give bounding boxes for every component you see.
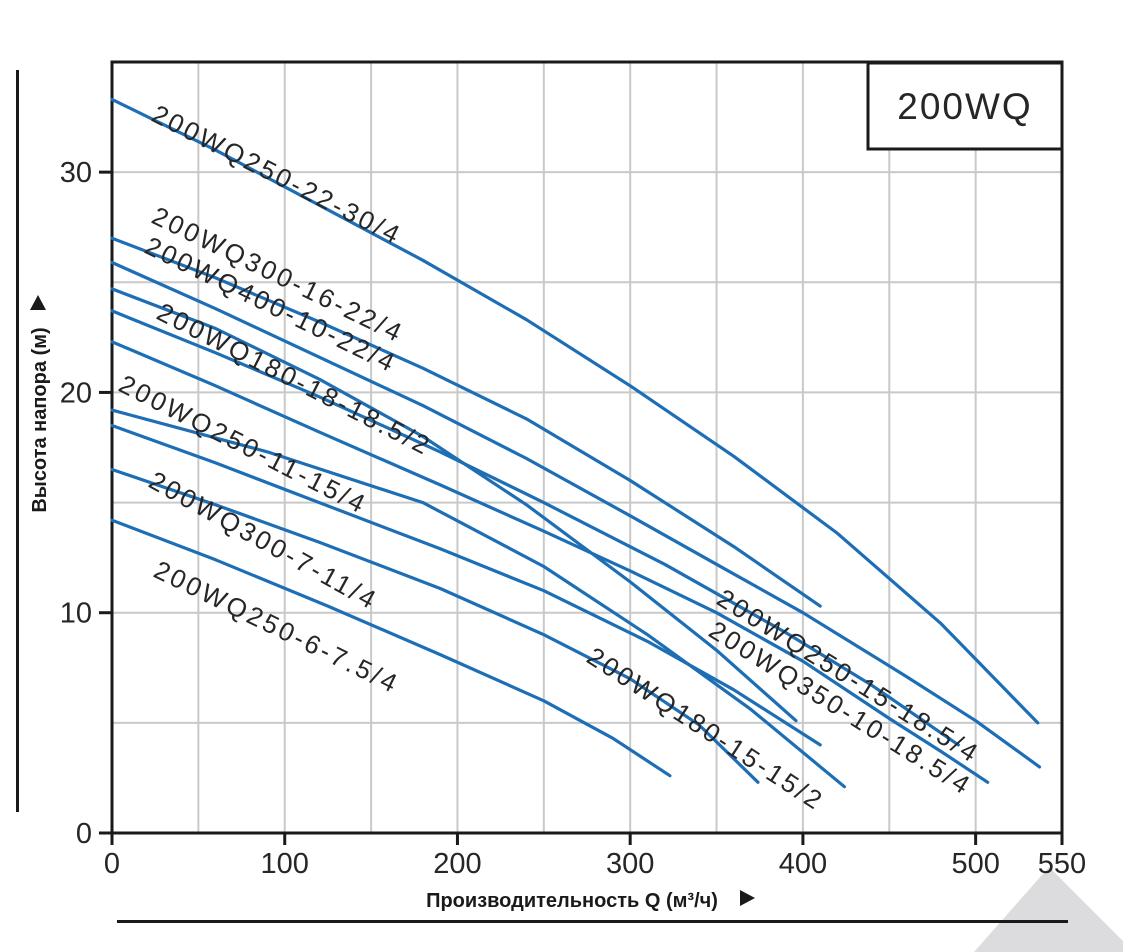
x-tick-label: 300 [606,848,654,880]
curve-label: 200WQ250-6-7.5/4 [149,554,404,699]
x-tick-label: 400 [779,848,827,880]
y-axis-arrow-icon [30,295,46,310]
legend-box [866,61,1064,151]
pump-curve [110,340,990,784]
y-tick-label: 20 [60,377,92,409]
pump-curve [110,260,1042,769]
pump-curves [110,97,1042,789]
x-tick-label: 100 [261,848,309,880]
y-tick-label: 30 [60,157,92,189]
y-axis-label: Высота напора (м) [29,327,51,512]
pump-curve [110,236,822,608]
legend-title: 200WQ [897,86,1032,127]
x-axis-arrow-icon [740,890,755,906]
x-tick-label: 550 [1038,848,1086,880]
pump-curve [110,287,798,723]
curve-labels: 200WQ250-22-30/4200WQ300-16-22/4200WQ400… [114,99,985,817]
corner-triangle-decoration [974,867,1123,952]
axis-ticks: 0 100 200 300 400 500 550 0 10 20 30 [60,157,1086,880]
x-tick-label: 200 [433,848,481,880]
pump-curve [110,97,1040,725]
x-tick-label: 500 [951,848,999,880]
pump-curve [110,423,822,747]
y-tick-label: 0 [76,818,92,850]
y-tick-label: 10 [60,598,92,630]
curve-label: 200WQ350-10-18.5/4 [704,615,978,802]
x-axis-label: Производительность Q (м³/ч) [426,890,718,912]
plot-frame [110,60,1064,835]
pump-curve [110,408,846,789]
pump-curve [110,518,672,778]
pump-curve [110,467,760,784]
pump-curve [110,309,960,747]
x-tick-label: 0 [104,848,120,880]
